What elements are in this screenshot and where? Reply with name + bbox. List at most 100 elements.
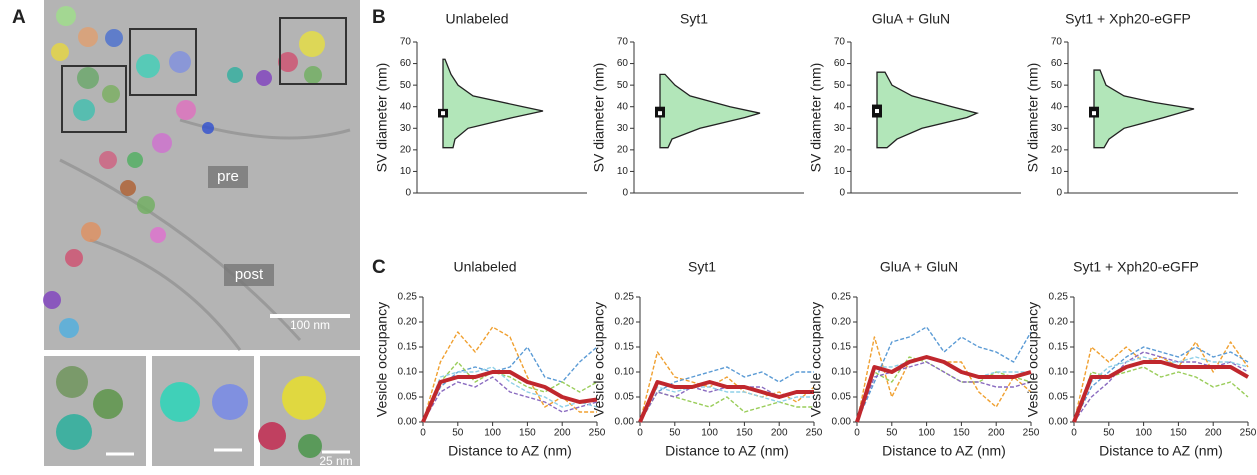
y-tick-label: 0.00 xyxy=(398,417,418,428)
chart-title: Unlabeled xyxy=(453,259,516,275)
y-tick-label: 0 xyxy=(1056,188,1062,199)
y-tick-label: 0.10 xyxy=(1049,367,1069,378)
chart-title: Syt1 xyxy=(688,259,716,275)
chart-title: GluA + GluN xyxy=(880,259,958,275)
y-tick-label: 30 xyxy=(400,123,412,134)
violin xyxy=(442,58,544,149)
x-tick-label: 100 xyxy=(701,428,718,439)
y-axis-label: SV diameter (nm) xyxy=(374,63,390,173)
chart-title: Syt1 xyxy=(680,11,708,27)
x-tick-label: 0 xyxy=(420,428,426,439)
y-tick-label: 0.15 xyxy=(615,342,635,353)
median xyxy=(441,111,445,116)
violin xyxy=(876,71,979,149)
y-tick-label: 0 xyxy=(839,188,845,199)
x-tick-label: 150 xyxy=(953,428,970,439)
y-tick-label: 70 xyxy=(400,37,412,48)
y-tick-label: 70 xyxy=(1051,37,1063,48)
y-tick-label: 20 xyxy=(1051,144,1063,155)
y-tick-label: 0.15 xyxy=(398,342,418,353)
trace-line xyxy=(1073,341,1249,423)
y-tick-label: 0.15 xyxy=(832,342,852,353)
y-tick-label: 0.05 xyxy=(615,392,635,403)
x-tick-label: 150 xyxy=(736,428,753,439)
panel-label: B xyxy=(372,7,386,28)
y-tick-label: 0.05 xyxy=(832,392,852,403)
y-axis-label: Vesicle occupancy xyxy=(808,302,824,417)
trace-line xyxy=(856,326,1032,423)
y-tick-label: 0.00 xyxy=(1049,417,1069,428)
y-tick-label: 60 xyxy=(1051,58,1063,69)
tomogram: pre post 100 nm xyxy=(43,0,360,351)
x-axis-label: Distance to AZ (nm) xyxy=(665,443,789,459)
y-tick-label: 0.00 xyxy=(832,417,852,428)
mean-line xyxy=(1072,360,1249,423)
y-tick-label: 0.15 xyxy=(1049,342,1069,353)
y-axis-label: SV diameter (nm) xyxy=(1025,63,1041,173)
y-tick-label: 60 xyxy=(834,58,846,69)
y-axis-label: SV diameter (nm) xyxy=(591,63,607,173)
x-axis-label: Distance to AZ (nm) xyxy=(1099,443,1223,459)
trace-line xyxy=(856,336,1032,423)
y-tick-label: 20 xyxy=(617,144,629,155)
violin xyxy=(1093,69,1195,149)
x-tick-label: 100 xyxy=(1135,428,1152,439)
x-tick-label: 0 xyxy=(1071,428,1077,439)
inset-scale-label: 25 nm xyxy=(319,454,352,468)
y-tick-label: 50 xyxy=(400,80,412,91)
y-tick-label: 0 xyxy=(405,188,411,199)
y-axis-label: SV diameter (nm) xyxy=(808,63,824,173)
x-tick-label: 200 xyxy=(988,428,1005,439)
median xyxy=(658,111,662,116)
x-tick-label: 250 xyxy=(806,428,823,439)
y-tick-label: 60 xyxy=(617,58,629,69)
y-tick-label: 0.10 xyxy=(398,367,418,378)
y-tick-label: 10 xyxy=(1051,166,1063,177)
y-tick-label: 0.25 xyxy=(398,292,418,303)
median xyxy=(1092,111,1096,116)
y-tick-label: 0.05 xyxy=(1049,392,1069,403)
y-tick-label: 0.20 xyxy=(1049,317,1069,328)
x-tick-label: 200 xyxy=(771,428,788,439)
post-label: post xyxy=(235,266,264,283)
y-tick-label: 60 xyxy=(400,58,412,69)
chart-title: Syt1 + Xph20-eGFP xyxy=(1065,11,1191,27)
x-tick-label: 0 xyxy=(854,428,860,439)
y-tick-label: 40 xyxy=(400,101,412,112)
y-tick-label: 10 xyxy=(834,166,846,177)
mean-line xyxy=(638,380,814,423)
y-tick-label: 50 xyxy=(1051,80,1063,91)
x-tick-label: 150 xyxy=(519,428,536,439)
x-tick-label: 50 xyxy=(452,428,464,439)
x-tick-label: 250 xyxy=(1023,428,1040,439)
trace-line xyxy=(422,346,598,423)
scale-label: 100 nm xyxy=(290,318,330,332)
mean-line xyxy=(421,370,598,423)
y-tick-label: 0.20 xyxy=(832,317,852,328)
x-axis-label: Distance to AZ (nm) xyxy=(882,443,1006,459)
trace-line xyxy=(422,376,598,423)
y-tick-label: 70 xyxy=(617,37,629,48)
y-tick-label: 0.20 xyxy=(615,317,635,328)
trace-line xyxy=(422,366,598,423)
y-axis-label: Vesicle occupancy xyxy=(591,302,607,417)
y-tick-label: 30 xyxy=(1051,123,1063,134)
y-tick-label: 0 xyxy=(622,188,628,199)
y-axis-label: Vesicle occupancy xyxy=(1025,302,1041,417)
x-tick-label: 50 xyxy=(886,428,898,439)
y-tick-label: 30 xyxy=(617,123,629,134)
insets: 25 nm xyxy=(44,356,360,468)
y-tick-label: 50 xyxy=(617,80,629,91)
y-tick-label: 10 xyxy=(617,166,629,177)
y-tick-label: 20 xyxy=(400,144,412,155)
x-tick-label: 150 xyxy=(1170,428,1187,439)
y-tick-label: 30 xyxy=(834,123,846,134)
trace-line xyxy=(1073,366,1249,423)
y-tick-label: 20 xyxy=(834,144,846,155)
y-tick-label: 0.25 xyxy=(832,292,852,303)
y-tick-label: 0.10 xyxy=(615,367,635,378)
trace-line xyxy=(856,361,1032,423)
x-tick-label: 100 xyxy=(484,428,501,439)
x-tick-label: 50 xyxy=(1103,428,1115,439)
